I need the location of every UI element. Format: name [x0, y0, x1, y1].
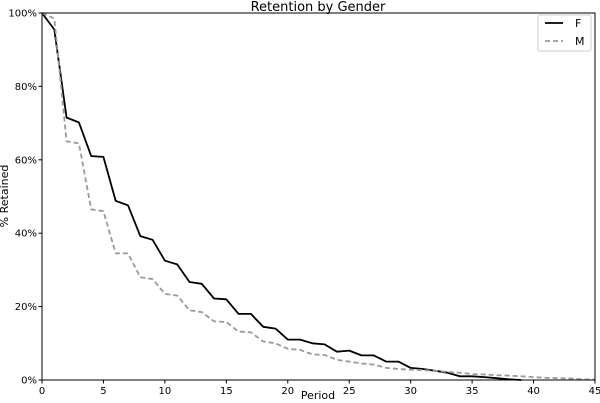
plot-lines: [41, 12, 596, 381]
y-tick-label: 40%: [15, 229, 37, 240]
chart-title: Retention by Gender: [251, 0, 386, 15]
x-tick-label: 5: [100, 386, 106, 397]
legend-box: [537, 14, 592, 52]
x-tick-label: 40: [527, 386, 540, 397]
x-tick-label: 45: [589, 386, 600, 397]
x-axis-label: Period: [301, 389, 335, 402]
x-tick-label: 10: [159, 386, 172, 397]
y-tick-label: 80%: [15, 82, 37, 93]
plot-frame: [41, 12, 596, 381]
x-tick-label: 30: [404, 386, 417, 397]
y-axis-label: % Retained: [0, 165, 11, 228]
x-tick-label: 15: [220, 386, 233, 397]
y-tick-label: 0%: [21, 376, 37, 387]
series-line-f: [41, 12, 522, 381]
series-line-m: [41, 12, 596, 381]
y-axis-ticks: 0% 20% 40% 60% 80% 100%: [8, 9, 42, 387]
x-axis-ticks: 0 5 10 15 20 25 30 35 40 45: [39, 380, 600, 397]
x-tick-label: 20: [281, 386, 294, 397]
y-tick-label: 60%: [15, 155, 37, 166]
y-tick-label: 100%: [8, 9, 37, 20]
legend-label-f: F: [575, 17, 581, 30]
x-tick-label: 0: [39, 386, 45, 397]
x-tick-label: 25: [343, 386, 356, 397]
legend: F M: [537, 14, 592, 52]
legend-label-m: M: [575, 35, 585, 48]
y-tick-label: 20%: [15, 302, 37, 313]
x-tick-label: 35: [466, 386, 479, 397]
